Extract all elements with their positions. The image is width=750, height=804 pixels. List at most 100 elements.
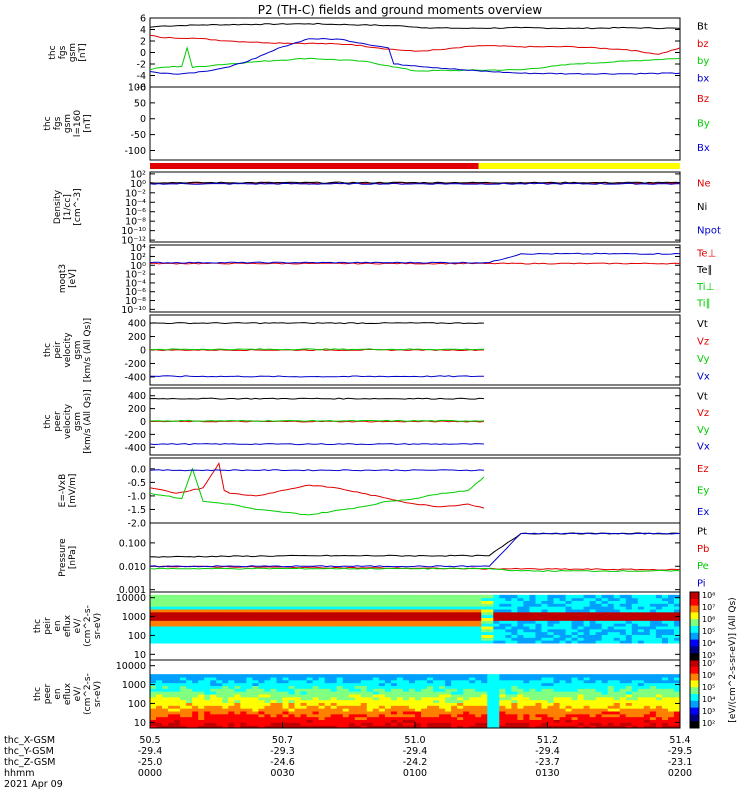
peir-spectrogram-cell: [619, 626, 627, 630]
peir-spectrogram-cell: [421, 603, 428, 607]
peer-spectrogram-cell: [252, 685, 259, 689]
peer-spectrogram-cell: [270, 725, 277, 729]
peir-spectrogram-cell: [396, 597, 404, 601]
peir-spectrogram-cell: [318, 611, 326, 616]
peer-spectrogram-cell: [547, 674, 555, 678]
peer-spectrogram-cell: [330, 702, 338, 706]
peer-spectrogram-cell: [523, 699, 530, 703]
peer-spectrogram-cell: [607, 685, 615, 689]
xaxis-tick-value: -24.6: [270, 757, 295, 768]
peir-spectrogram-cell: [415, 640, 422, 644]
peir-spectrogram-cell: [643, 640, 651, 644]
peir-spectrogram-cell: [595, 628, 603, 633]
peir-spectrogram-cell: [661, 606, 669, 610]
peer-spectrogram-cell: [637, 677, 645, 681]
peer-spectrogram-cell: [445, 679, 452, 684]
peir-spectrogram-cell: [625, 628, 633, 633]
peer-spectrogram-cell: [354, 716, 362, 720]
peir-spectrogram-cell: [445, 606, 452, 610]
efield-legend-1: Ey: [697, 486, 709, 497]
peer-spectrogram-cell: [547, 705, 555, 709]
peer-spectrogram-cell: [342, 722, 350, 726]
peir-spectrogram-cell: [240, 597, 247, 601]
peer-spectrogram-cell: [667, 716, 675, 720]
peir-spectrogram-cell: [625, 614, 633, 618]
peir-spectrogram-cell: [601, 634, 609, 638]
peir-spectrogram-cell: [258, 617, 265, 621]
peer-spectrogram-cell: [306, 702, 314, 706]
peir-spectrogram-cell: [457, 594, 464, 599]
peer-spectrogram-cell: [246, 679, 253, 684]
peer-spectrogram-cell: [300, 674, 308, 678]
peer-spectrogram-cell: [637, 713, 645, 718]
peir-spectrogram-cell: [366, 637, 374, 641]
peir-spectrogram-cell: [246, 640, 253, 644]
peir-spectrogram-cell: [270, 597, 277, 601]
peer-spectrogram-cell: [607, 719, 615, 723]
peir-spectrogram-cell: [192, 623, 199, 627]
peer-spectrogram-cell: [408, 677, 416, 681]
peer-spectrogram-cell: [198, 674, 205, 678]
peer-spectrogram-cell: [228, 705, 235, 709]
peir-spectrogram-cell: [384, 620, 392, 624]
peer-spectrogram-cell: [150, 694, 157, 698]
peir-spectrogram-cell: [547, 637, 555, 641]
peer-spectrogram-cell: [294, 705, 302, 709]
peir-spectrogram-cell: [649, 620, 657, 624]
peer-spectrogram-cell: [529, 708, 536, 712]
peir-spectrogram-cell: [348, 637, 356, 641]
fgs-l0-ylabel: fgs: [53, 116, 63, 130]
peir-spectrogram-cell: [402, 600, 410, 604]
peer-spectrogram-cell: [427, 725, 434, 729]
peir-spectrogram-cell: [433, 594, 440, 599]
peer-spectrogram-cell: [535, 719, 542, 723]
peir-spectrogram-cell: [192, 609, 199, 613]
peer-spectrogram-cell: [523, 694, 530, 698]
fgs-l0-frame: [149, 86, 681, 161]
peer-spectrogram-cell: [198, 696, 205, 701]
peer-spectrogram-cell: [427, 677, 434, 681]
peir-spectrogram-cell: [150, 603, 157, 607]
peer-spectrogram-cell: [577, 679, 585, 684]
peer-spectrogram-cell: [427, 674, 434, 678]
peir-spectrogram-cell: [162, 626, 169, 630]
peer-spectrogram-cell: [535, 705, 542, 709]
peer-spectrogram-cell: [318, 682, 326, 686]
peer-spectrogram-cell: [324, 688, 332, 692]
peir-spectrogram-cell: [228, 606, 235, 610]
peer-spectrogram-cell: [168, 699, 175, 703]
peir-spectrogram-cell: [234, 603, 241, 607]
peer-spectrogram-cell: [457, 719, 464, 723]
peir-spectrogram-cell: [475, 614, 482, 618]
peer-spectrogram-cell: [240, 691, 247, 695]
peer-spectrogram-cell: [673, 694, 681, 698]
peer-spectrogram-cell: [342, 699, 350, 703]
peer-spectrogram-cell: [156, 677, 163, 681]
peer-spectrogram-cell: [475, 682, 482, 686]
peer-spectrogram-cell: [252, 688, 259, 692]
peer-spectrogram-cell: [451, 696, 458, 701]
peir-spectrogram-cell: [408, 603, 416, 607]
peir-spectrogram-cell: [216, 614, 223, 618]
peer-spectrogram-cell: [390, 711, 398, 715]
peer-spectrogram-cell: [475, 674, 482, 678]
peir-spectrogram-cell: [559, 634, 567, 638]
peir-spectrogram-cell: [204, 631, 211, 635]
peer-spectrogram-cell: [324, 725, 332, 729]
peir-spectrogram-cell: [565, 606, 573, 610]
peer-spectrogram-cell: [192, 674, 199, 678]
peer-spectrogram-cell: [445, 674, 452, 678]
peir-spectrogram-cell: [192, 626, 199, 630]
peer-spectrogram-cell: [607, 699, 615, 703]
peer-spectrogram-cell: [150, 699, 157, 703]
peir-spectrogram-cell: [222, 637, 229, 641]
peir-spectrogram-cell: [499, 594, 506, 599]
peir-spectrogram-cell: [529, 603, 536, 607]
peir-spectrogram-cell: [451, 623, 458, 627]
peer-spectrogram-cell: [661, 725, 669, 729]
peer-spectrogram-cell: [222, 719, 229, 723]
peir-spectrogram-cell: [421, 594, 428, 599]
peir-spectrogram-cell: [637, 620, 645, 624]
peir-spectrogram-cell: [601, 620, 609, 624]
efield-series-ex: [149, 469, 484, 472]
